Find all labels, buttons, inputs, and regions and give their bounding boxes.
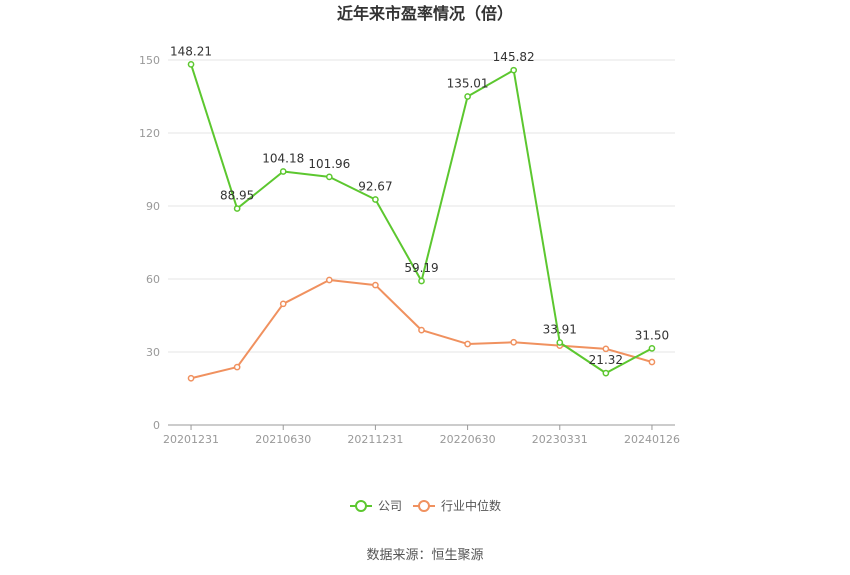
data-point	[648, 358, 656, 366]
data-point	[418, 277, 425, 285]
data-point	[602, 369, 610, 377]
x-tick-label: 20240126	[624, 433, 680, 446]
data-point	[279, 300, 287, 308]
data-label: 145.82	[493, 50, 535, 64]
data-label: 33.91	[543, 322, 577, 336]
x-tick-label: 20210630	[255, 433, 311, 446]
y-tick-label: 90	[146, 200, 160, 213]
x-tick-label: 20230331	[532, 433, 588, 446]
data-point	[372, 196, 379, 203]
data-point	[233, 205, 241, 212]
legend-marker	[418, 500, 430, 512]
y-tick-label: 60	[146, 273, 160, 286]
data-labels: 148.21 88.95 104.18 101.96 92.67 59.19 135.01 1…	[170, 44, 669, 367]
x-tick-label: 20201231	[163, 433, 219, 446]
data-label: 88.95	[220, 189, 254, 203]
data-point	[372, 281, 379, 289]
data-point	[556, 339, 564, 346]
source-note: 数据来源：恒生聚源	[366, 548, 483, 563]
series-layer	[187, 61, 656, 382]
data-point	[648, 345, 656, 352]
y-tick-label: 150	[139, 54, 160, 67]
chart-title: 近年来市盈率情况（倍）	[337, 4, 513, 23]
data-point	[418, 326, 425, 334]
data-point	[325, 276, 333, 284]
data-label: 92.67	[358, 180, 392, 194]
data-point	[187, 374, 195, 382]
data-point	[279, 168, 287, 175]
legend-label: 公司	[378, 499, 402, 513]
data-label: 101.96	[308, 157, 350, 171]
data-point	[325, 173, 333, 181]
legend: 公司 行业中位数	[350, 498, 501, 513]
data-label: 21.32	[589, 353, 623, 367]
data-point	[510, 338, 518, 346]
data-point	[602, 345, 610, 353]
legend-label: 行业中位数	[441, 498, 501, 513]
data-point	[464, 93, 471, 100]
data-label: 31.50	[635, 328, 669, 342]
x-tick-label: 20211231	[347, 433, 403, 446]
y-tick-label: 0	[153, 419, 160, 432]
data-label: 104.18	[262, 151, 304, 165]
data-point	[464, 340, 471, 348]
grid-lines	[168, 59, 675, 353]
data-label: 148.21	[170, 44, 212, 58]
data-point	[233, 363, 241, 371]
axes: 0 30 60 90 120 150 20201231 20210630 20211231 202…	[139, 54, 680, 446]
legend-marker	[355, 500, 367, 512]
y-tick-label: 120	[139, 127, 160, 140]
y-tick-label: 30	[146, 346, 160, 359]
data-point	[510, 66, 518, 74]
data-point	[187, 61, 195, 68]
data-label: 135.01	[447, 76, 489, 90]
x-tick-label: 20220630	[440, 433, 496, 446]
data-label: 59.19	[404, 261, 438, 275]
